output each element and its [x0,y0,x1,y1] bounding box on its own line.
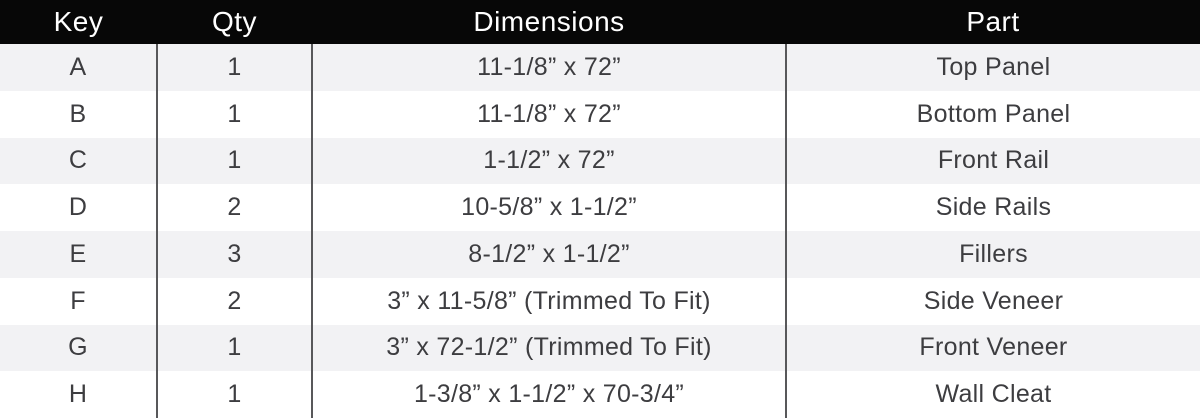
column-header-key: Key [0,0,157,44]
cell-part: Fillers [785,231,1200,278]
table-row: D 2 10-5/8” x 1-1/2” Side Rails [0,184,1200,231]
cell-qty: 1 [156,44,312,91]
column-header-qty: Qty [157,0,312,44]
table-row: F 2 3” x 11-5/8” (Trimmed To Fit) Side V… [0,277,1200,325]
table-row: A 1 11-1/8” x 72” Top Panel [0,44,1200,91]
cell-dimensions: 11-1/8” x 72” [311,90,786,138]
cell-qty: 2 [156,277,312,325]
cell-part: Front Veneer [785,324,1200,372]
cell-dimensions: 3” x 11-5/8” (Trimmed To Fit) [311,277,786,325]
cell-key: D [68,193,88,222]
cell-part: Front Rail [785,137,1200,185]
table-body: A 1 11-1/8” x 72” Top Panel B 1 11-1/8” … [0,44,1200,418]
cell-dimensions: 3” x 72-1/2” (Trimmed To Fit) [311,324,786,372]
cell-key: E [69,239,87,268]
cell-dimensions: 10-5/8” x 1-1/2” [311,184,786,231]
cell-qty: 1 [156,137,312,185]
cell-key: H [68,380,88,409]
table-row: E 3 8-1/2” x 1-1/2” Fillers [0,231,1200,278]
table-row: C 1 1-1/2” x 72” Front Rail [0,137,1200,185]
cell-key: A [69,52,87,81]
cell-part: Wall Cleat [785,371,1200,418]
table-row: G 1 3” x 72-1/2” (Trimmed To Fit) Front … [0,324,1200,372]
table-header: Key Qty Dimensions Part [0,0,1200,44]
cell-dimensions: 11-1/8” x 72” [311,44,786,91]
cell-qty: 1 [156,90,312,138]
cell-qty: 1 [156,371,312,418]
column-header-part: Part [786,0,1200,44]
cell-key: F [70,286,86,315]
table-row: H 1 1-3/8” x 1-1/2” x 70-3/4” Wall Cleat [0,371,1200,418]
cell-dimensions: 1-1/2” x 72” [311,137,786,185]
header-row: Key Qty Dimensions Part [0,0,1200,44]
cell-part: Top Panel [785,44,1200,91]
column-header-dimensions: Dimensions [312,0,786,44]
cell-qty: 2 [156,184,312,231]
cell-key: B [69,99,87,128]
cell-key: G [68,333,88,362]
cell-qty: 3 [156,231,312,278]
cell-dimensions: 1-3/8” x 1-1/2” x 70-3/4” [311,371,786,418]
cell-part: Side Rails [785,184,1200,231]
cell-part: Side Veneer [785,277,1200,325]
cell-dimensions: 8-1/2” x 1-1/2” [311,231,786,278]
cell-part: Bottom Panel [785,90,1200,138]
table-row: B 1 11-1/8” x 72” Bottom Panel [0,90,1200,138]
cell-key: C [68,146,88,175]
cell-qty: 1 [156,324,312,372]
